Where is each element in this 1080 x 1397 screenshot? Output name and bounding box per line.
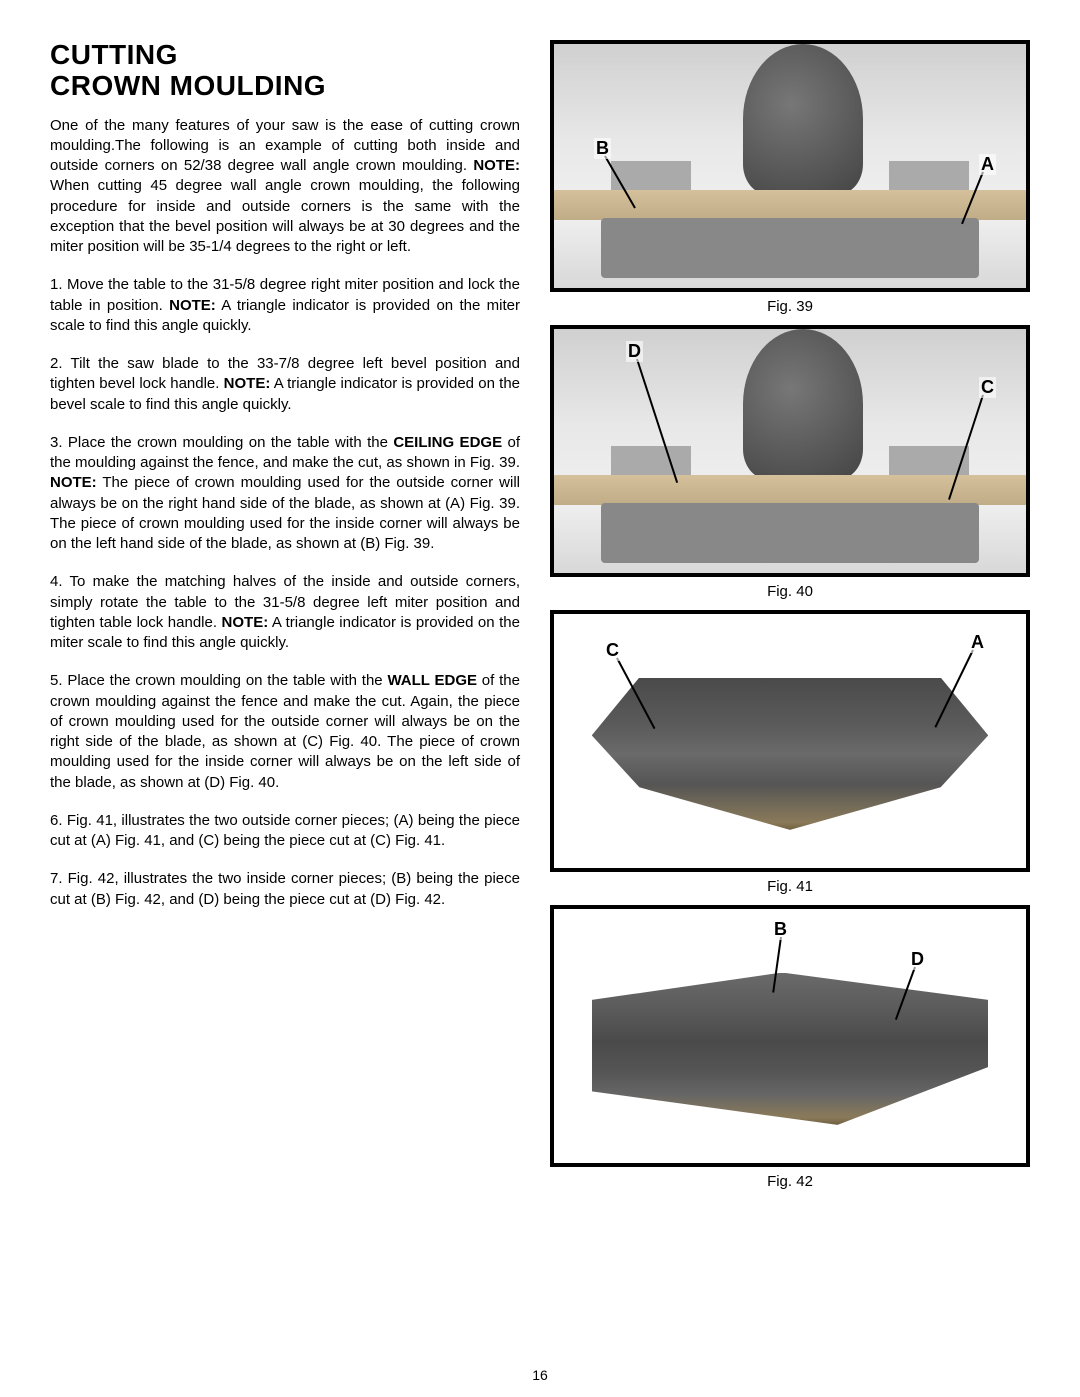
- page-number: 16: [0, 1367, 1080, 1383]
- step-3a: 3. Place the crown moulding on the table…: [50, 434, 393, 451]
- step-4: 4. To make the matching halves of the in…: [50, 572, 520, 653]
- figure-39-block: B A Fig. 39: [550, 40, 1030, 315]
- saw-base: [601, 503, 979, 563]
- figure-40-image: D C: [550, 325, 1030, 577]
- step-5: 5. Place the crown moulding on the table…: [50, 671, 520, 793]
- figure-40-label-d: D: [626, 341, 643, 362]
- figure-42-image: B D: [550, 905, 1030, 1167]
- text-column: CUTTING CROWN MOULDING One of the many f…: [50, 40, 520, 1200]
- page-heading: CUTTING CROWN MOULDING: [50, 40, 520, 102]
- heading-line-2: CROWN MOULDING: [50, 70, 326, 101]
- step-2-note-label: NOTE:: [224, 375, 271, 392]
- figure-39-image: B A: [550, 40, 1030, 292]
- step-1: 1. Move the table to the 31-5/8 degree r…: [50, 275, 520, 336]
- moulding-outside-corner: [592, 678, 989, 830]
- figure-41-label-c: C: [604, 640, 621, 661]
- figure-42-block: B D Fig. 42: [550, 905, 1030, 1190]
- figure-42-caption: Fig. 42: [550, 1173, 1030, 1190]
- figure-42-label-d: D: [909, 949, 926, 970]
- figure-39-caption: Fig. 39: [550, 298, 1030, 315]
- step-3: 3. Place the crown moulding on the table…: [50, 433, 520, 555]
- figure-39-label-a: A: [979, 154, 996, 175]
- step-7-text: 7. Fig. 42, illustrates the two inside c…: [50, 870, 520, 907]
- figure-40-label-c: C: [979, 377, 996, 398]
- figure-41-image: C A: [550, 610, 1030, 872]
- figure-column: B A Fig. 39 D C Fig. 40: [550, 40, 1030, 1200]
- step-5b: of the crown moulding against the fence …: [50, 672, 520, 790]
- step-4-note-label: NOTE:: [222, 614, 269, 631]
- figure-41-caption: Fig. 41: [550, 878, 1030, 895]
- step-3-note-label: NOTE:: [50, 474, 97, 491]
- saw-base: [601, 218, 979, 278]
- moulding-inside-corner: [592, 973, 989, 1125]
- step-3-bold: CEILING EDGE: [393, 434, 502, 451]
- figure-40-block: D C Fig. 40: [550, 325, 1030, 600]
- heading-line-1: CUTTING: [50, 39, 178, 70]
- step-2: 2. Tilt the saw blade to the 33-7/8 degr…: [50, 354, 520, 415]
- figure-39-label-b: B: [594, 138, 611, 159]
- saw-arm-icon: [743, 44, 863, 194]
- page-container: CUTTING CROWN MOULDING One of the many f…: [50, 40, 1030, 1200]
- step-1-note-label: NOTE:: [169, 297, 216, 314]
- saw-arm-icon: [743, 329, 863, 479]
- step-5-bold: WALL EDGE: [387, 672, 477, 689]
- intro-paragraph: One of the many features of your saw is …: [50, 116, 520, 258]
- step-6-text: 6. Fig. 41, illustrates the two outside …: [50, 812, 520, 849]
- figure-41-block: C A Fig. 41: [550, 610, 1030, 895]
- intro-text: One of the many features of your saw is …: [50, 117, 520, 175]
- saw-table: [554, 190, 1026, 220]
- figure-40-caption: Fig. 40: [550, 583, 1030, 600]
- figure-42-label-b: B: [772, 919, 789, 940]
- step-7: 7. Fig. 42, illustrates the two inside c…: [50, 869, 520, 910]
- step-3c: The piece of crown moulding used for the…: [50, 474, 520, 552]
- intro-note-label: NOTE:: [473, 157, 520, 174]
- step-6: 6. Fig. 41, illustrates the two outside …: [50, 811, 520, 852]
- intro-note-text: When cutting 45 degree wall angle crown …: [50, 177, 520, 255]
- step-5a: 5. Place the crown moulding on the table…: [50, 672, 387, 689]
- figure-41-label-a: A: [969, 632, 986, 653]
